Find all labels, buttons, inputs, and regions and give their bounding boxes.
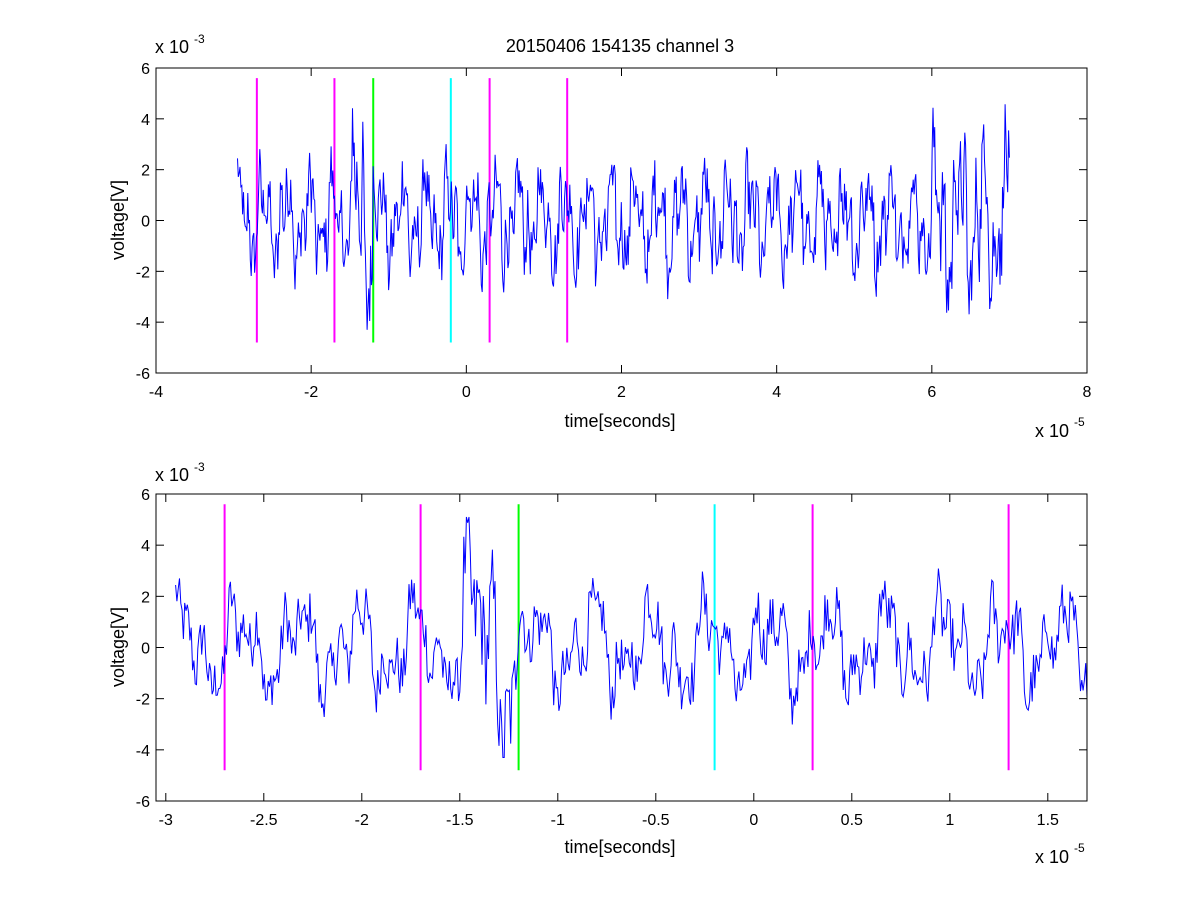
x-tick-label: -2	[355, 812, 369, 829]
y-exponent-power: -3	[194, 460, 205, 474]
x-tick-label: -1	[551, 812, 565, 829]
voltage-trace	[237, 104, 1010, 330]
x-tick-label: -0.5	[642, 812, 670, 829]
y-ticks: -6 -4 -2 0 2 4 6	[136, 487, 1087, 811]
y-tick-label: 6	[141, 61, 150, 78]
x-tick-label: 4	[772, 384, 781, 401]
y-tick-label: 6	[141, 487, 150, 504]
x-exponent-base: x 10	[1035, 421, 1069, 441]
x-exponent-base: x 10	[1035, 847, 1069, 867]
y-exponent-label: x 10 -3	[155, 460, 205, 485]
x-exponent-power: -5	[1074, 415, 1085, 429]
y-tick-label: -2	[136, 692, 150, 709]
x-exponent-label: x 10 -5	[1035, 841, 1085, 867]
y-axis-label: voltage[V]	[108, 180, 128, 260]
x-tick-label: 1.5	[1037, 812, 1059, 829]
bottom-plot: x 10 -3 -3 -2.5 -2 -1.5 -1 -0.5 0 0.5 1 1.5 -6-4-…	[108, 460, 1088, 867]
y-axis-label: voltage[V]	[108, 607, 128, 687]
x-tick-label: -4	[149, 384, 163, 401]
voltage-trace	[175, 516, 1088, 758]
y-exponent-base: x 10	[155, 37, 189, 57]
x-exponent-label: x 10 -5	[1035, 415, 1085, 441]
y-tick-label: -6	[136, 794, 150, 811]
y-tick-label: -2	[136, 264, 150, 281]
x-tick-label: 0	[462, 384, 471, 401]
x-tick-label: -2	[304, 384, 318, 401]
x-ticks: -3 -2.5 -2 -1.5 -1 -0.5 0 0.5 1 1.5	[159, 494, 1059, 829]
y-exponent-label: x 10 -3	[155, 32, 205, 57]
y-tick-label: -4	[136, 315, 150, 332]
x-ticks: -4 -2 0 2 4 6 8	[149, 68, 1092, 401]
top-plot: 20150406 154135 channel 3 x 10 -3 -4 -2 0 2…	[108, 32, 1092, 441]
y-tick-label: -6	[136, 366, 150, 383]
x-axis-label: time[seconds]	[564, 411, 675, 431]
x-axis-label: time[seconds]	[564, 837, 675, 857]
x-tick-label: 2	[617, 384, 626, 401]
y-exponent-power: -3	[194, 32, 205, 46]
y-tick-label: 0	[141, 214, 150, 231]
y-tick-label: 4	[141, 538, 150, 555]
x-tick-label: 8	[1083, 384, 1092, 401]
y-tick-label: -4	[136, 743, 150, 760]
x-tick-label: -3	[159, 812, 173, 829]
y-exponent-base: x 10	[155, 465, 189, 485]
y-tick-label: 2	[141, 163, 150, 180]
y-tick-label: 0	[141, 641, 150, 658]
x-exponent-power: -5	[1074, 841, 1085, 855]
x-tick-label: 0.5	[841, 812, 863, 829]
y-tick-label: 4	[141, 112, 150, 129]
x-tick-label: 0	[749, 812, 758, 829]
y-tick-label: 2	[141, 589, 150, 606]
x-tick-label: -2.5	[250, 812, 278, 829]
chart-title: 20150406 154135 channel 3	[506, 36, 734, 56]
x-tick-label: -1.5	[446, 812, 474, 829]
y-ticks: -6 -4 -2 0 2 4 6	[136, 61, 1087, 383]
x-tick-label: 1	[945, 812, 954, 829]
x-tick-label: 6	[927, 384, 936, 401]
